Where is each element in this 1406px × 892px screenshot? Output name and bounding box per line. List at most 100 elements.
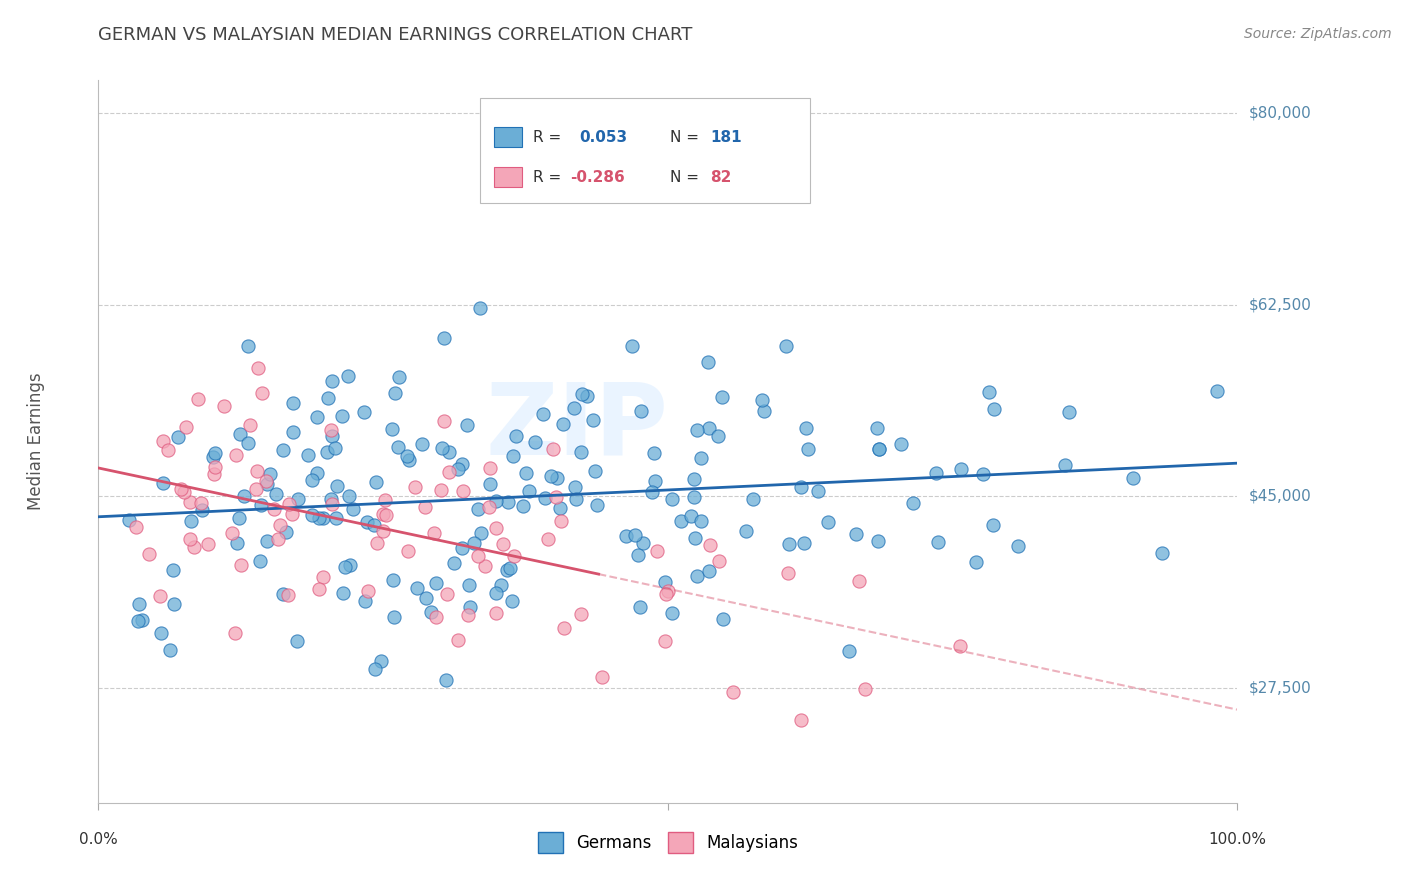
- Point: [620, 339, 643, 353]
- Point: [751, 392, 773, 407]
- Point: [697, 421, 720, 435]
- Point: [550, 514, 572, 528]
- Point: [180, 514, 202, 528]
- Point: [163, 597, 186, 611]
- Point: [690, 514, 713, 528]
- Point: [174, 420, 197, 434]
- Point: [312, 511, 335, 525]
- Point: [657, 583, 679, 598]
- Point: [627, 549, 650, 563]
- Legend: Germans, Malaysians: Germans, Malaysians: [531, 826, 804, 860]
- Point: [221, 526, 243, 541]
- Point: [276, 525, 298, 540]
- Point: [287, 492, 309, 507]
- Point: [396, 544, 419, 558]
- Point: [278, 496, 301, 510]
- Point: [281, 507, 304, 521]
- Point: [699, 538, 721, 552]
- Point: [443, 556, 465, 570]
- Point: [326, 478, 349, 492]
- Point: [150, 625, 173, 640]
- Point: [470, 301, 492, 315]
- Point: [415, 591, 437, 606]
- Point: [156, 443, 179, 458]
- Point: [381, 422, 404, 436]
- Point: [683, 472, 706, 486]
- Point: [339, 558, 361, 572]
- Point: [281, 425, 304, 439]
- Point: [356, 515, 378, 529]
- Point: [245, 464, 267, 478]
- Point: [853, 681, 876, 696]
- Point: [267, 533, 290, 547]
- Point: [654, 634, 676, 648]
- Point: [364, 662, 387, 676]
- Point: [131, 614, 153, 628]
- Point: [224, 626, 246, 640]
- Point: [536, 532, 558, 546]
- Point: [387, 440, 409, 454]
- Text: ZIP: ZIP: [485, 378, 668, 475]
- FancyBboxPatch shape: [494, 168, 522, 187]
- Point: [204, 459, 226, 474]
- Point: [264, 486, 287, 500]
- Point: [301, 474, 323, 488]
- Point: [451, 541, 474, 555]
- Point: [354, 594, 377, 608]
- Point: [364, 475, 387, 489]
- Point: [540, 468, 562, 483]
- Point: [202, 450, 225, 464]
- Point: [398, 453, 420, 467]
- Point: [382, 609, 405, 624]
- Point: [212, 399, 235, 413]
- Point: [485, 607, 508, 621]
- Point: [776, 566, 799, 581]
- Point: [571, 444, 593, 458]
- Point: [149, 589, 172, 603]
- Point: [502, 549, 524, 564]
- Point: [562, 401, 585, 415]
- Text: 0.053: 0.053: [579, 130, 627, 145]
- Point: [707, 429, 730, 443]
- Point: [173, 485, 195, 500]
- Point: [681, 509, 703, 524]
- Point: [256, 533, 278, 548]
- Point: [950, 462, 973, 476]
- Text: 181: 181: [710, 130, 741, 145]
- Point: [457, 607, 479, 622]
- Point: [797, 442, 820, 457]
- Point: [425, 610, 447, 624]
- Point: [319, 492, 342, 507]
- Point: [551, 417, 574, 431]
- Point: [479, 476, 502, 491]
- Point: [794, 421, 817, 435]
- Point: [374, 492, 396, 507]
- Point: [249, 554, 271, 568]
- Point: [271, 587, 294, 601]
- Point: [564, 480, 586, 494]
- Point: [778, 537, 800, 551]
- Point: [236, 339, 259, 353]
- Point: [152, 434, 174, 448]
- Point: [318, 391, 340, 405]
- Point: [553, 621, 575, 635]
- Point: [233, 489, 256, 503]
- Point: [533, 407, 555, 421]
- Point: [245, 482, 267, 496]
- Point: [335, 560, 357, 574]
- Point: [396, 449, 419, 463]
- Point: [236, 436, 259, 450]
- Point: [534, 491, 557, 505]
- Point: [285, 634, 308, 648]
- Point: [457, 578, 479, 592]
- Point: [437, 465, 460, 479]
- Point: [229, 426, 252, 441]
- Point: [179, 494, 201, 508]
- Point: [614, 528, 637, 542]
- Point: [793, 536, 815, 550]
- Point: [721, 685, 744, 699]
- Point: [790, 713, 813, 727]
- Point: [478, 500, 501, 514]
- Point: [806, 483, 828, 498]
- Point: [228, 511, 250, 525]
